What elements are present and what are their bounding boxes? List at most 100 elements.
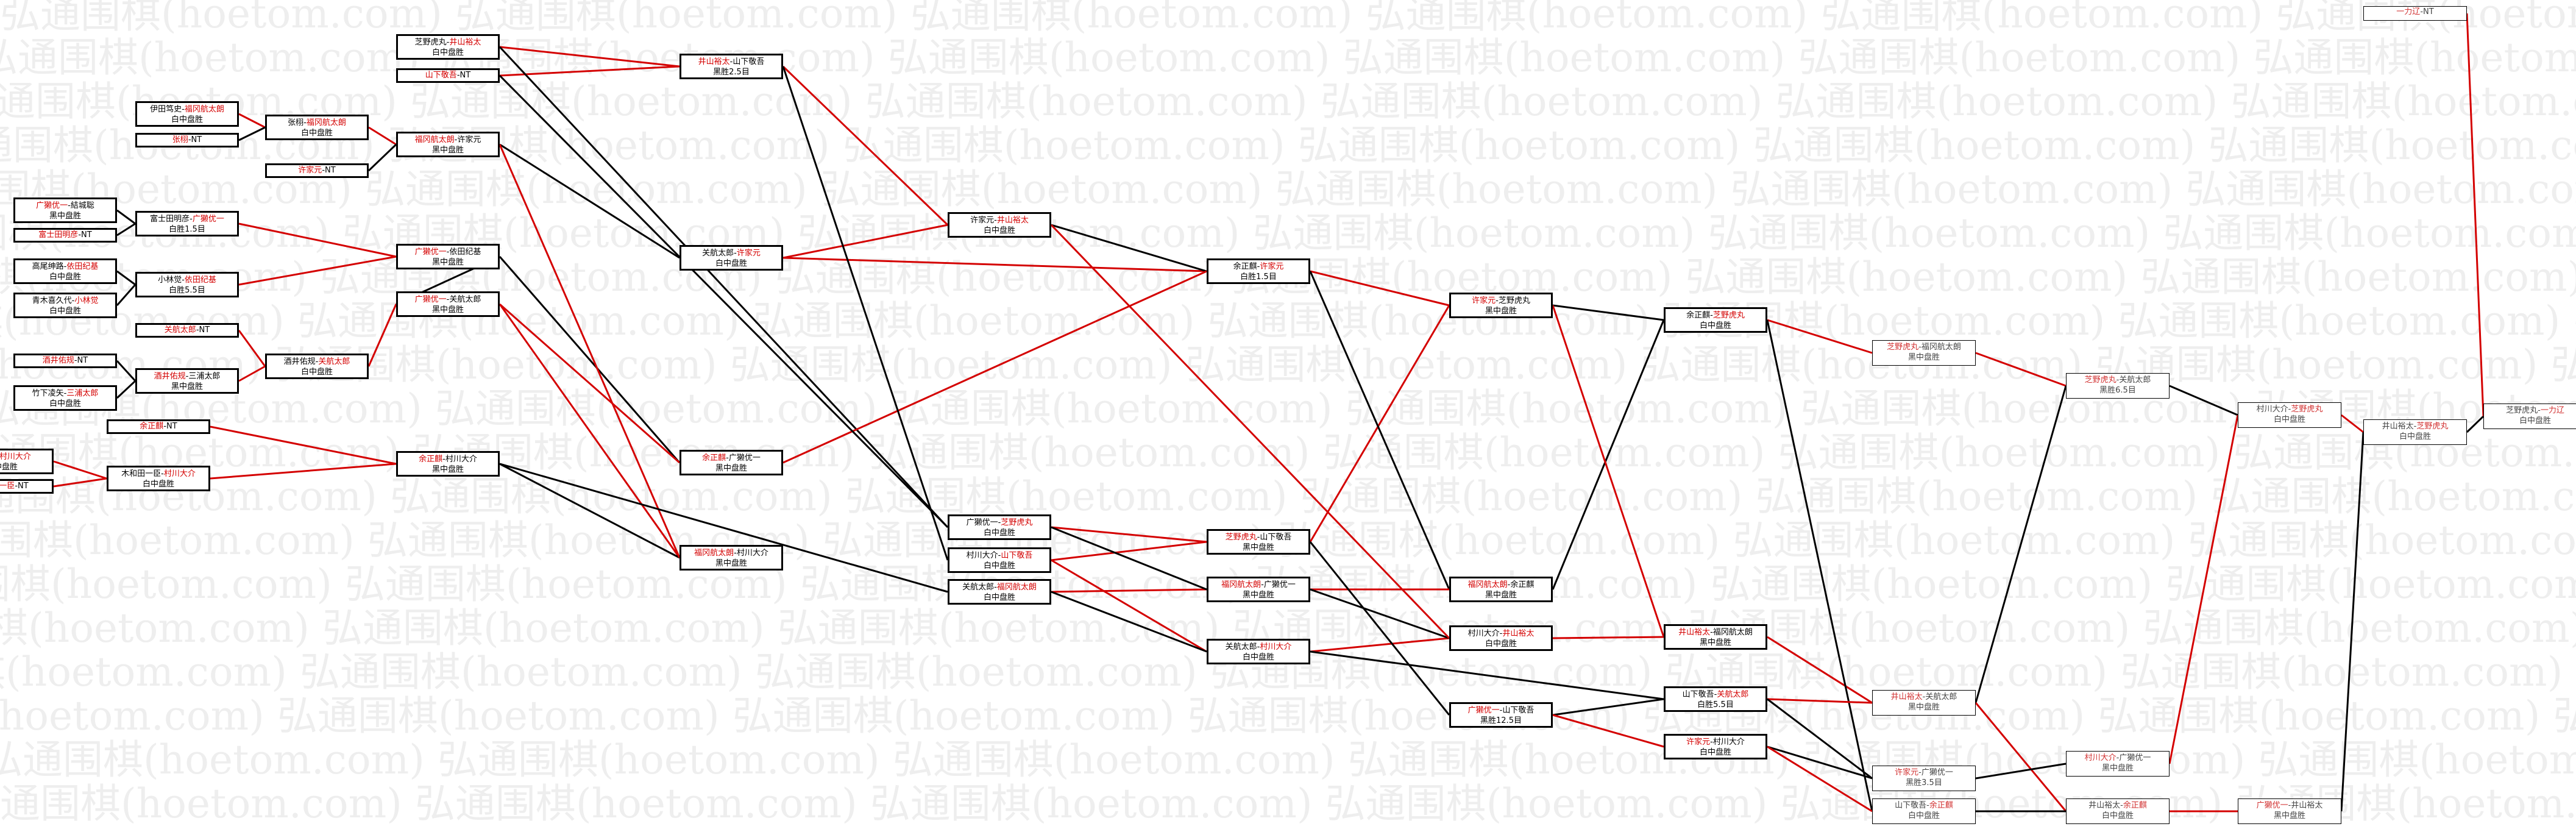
game-box-g32[interactable]: 村川大介-山下敬吾 白中盘胜 bbox=[948, 547, 1051, 573]
game-box-g22[interactable]: 广獭优一-依田纪基 黑中盘胜 bbox=[396, 244, 500, 269]
game-box-g29[interactable]: 福冈航太朗-村川大介 黑中盘胜 bbox=[679, 545, 783, 571]
game-players: 井山裕太-芝野虎丸 bbox=[2364, 421, 2466, 432]
game-box-g23[interactable]: 酒井佑规-关航太郎 白中盘胜 bbox=[265, 354, 369, 379]
game-box-g52[interactable]: 井山裕太-余正麒 白中盘胜 bbox=[2066, 798, 2170, 824]
player-white: 福冈航太朗 bbox=[1921, 343, 1961, 352]
game-result: 白中盘胜 bbox=[0, 463, 18, 472]
game-result: 白中盘胜 bbox=[2519, 416, 2551, 425]
game-box-g03[interactable]: 广獭优一-結城聡 黑中盘胜 bbox=[13, 197, 117, 223]
game-box-g49[interactable]: 山下敬吾-余正麒 白中盘胜 bbox=[1872, 798, 1976, 824]
game-box-g47[interactable]: 井山裕太-关航太郎 黑中盘胜 bbox=[1872, 690, 1976, 716]
game-box-g02[interactable]: 张栩-NT bbox=[135, 133, 239, 148]
player-white: 井山裕太 bbox=[1502, 629, 1535, 638]
game-result: 黑中盘胜 bbox=[715, 559, 747, 568]
player-separator: - bbox=[1257, 533, 1260, 542]
bracket-link bbox=[238, 330, 266, 367]
game-box-g36[interactable]: 福冈航太朗-广獭优一 黑中盘胜 bbox=[1207, 577, 1310, 602]
game-box-g42[interactable]: 余正麒-芝野虎丸 白中盘胜 bbox=[1664, 307, 1767, 333]
game-box-g01[interactable]: 伊田笃史-福冈航太朗 白中盘胜 bbox=[135, 101, 239, 127]
game-box-g51[interactable]: 村川大介-广獭优一 黑中盘胜 bbox=[2066, 751, 2170, 777]
game-box-g26[interactable]: 井山裕太-山下敬吾 黑胜2.5目 bbox=[679, 54, 783, 79]
game-players: 关航太郎-村川大介 bbox=[1208, 642, 1308, 652]
player-white: 一力辽 bbox=[2540, 406, 2564, 415]
game-players: 山下敬吾-NT bbox=[398, 70, 498, 81]
game-box-g24[interactable]: 广獭优一-关航太郎 黑中盘胜 bbox=[396, 291, 500, 317]
game-box-g33[interactable]: 关航太郎-福冈航太朗 白中盘胜 bbox=[948, 579, 1051, 605]
player-separator: - bbox=[63, 389, 67, 398]
player-white: 许家元 bbox=[736, 249, 761, 258]
game-box-g25[interactable]: 余正麒-村川大介 黑中盘胜 bbox=[396, 451, 500, 477]
player-separator: - bbox=[1922, 692, 1926, 702]
game-box-g21[interactable]: 福冈航太朗-许家元 黑中盘胜 bbox=[396, 132, 500, 157]
player-white: 关航太郎 bbox=[449, 295, 481, 304]
game-box-g14[interactable]: 许家元-NT bbox=[265, 163, 369, 178]
game-box-g11[interactable]: 芝野虎丸-井山裕太 白中盘胜 bbox=[396, 34, 500, 60]
game-box-g35[interactable]: 芝野虎丸-山下敬吾 黑中盘胜 bbox=[1207, 529, 1310, 555]
game-box-g39[interactable]: 福冈航太朗-余正麒 黑中盘胜 bbox=[1449, 577, 1553, 602]
game-result: 黑中盘胜 bbox=[431, 465, 464, 474]
player-black: 许家元 bbox=[298, 166, 322, 175]
result-separator: - bbox=[196, 325, 199, 335]
game-box-g48[interactable]: 许家元-广獭优一 黑胜3.5目 bbox=[1872, 766, 1976, 791]
game-box-g40[interactable]: 村川大介-井山裕太 白中盘胜 bbox=[1449, 625, 1553, 651]
game-box-g07[interactable]: 酒井佑规-NT bbox=[13, 354, 117, 368]
game-box-g54[interactable]: 广獭优一-井山裕太 黑中盘胜 bbox=[2238, 798, 2341, 824]
bracket-link bbox=[367, 304, 397, 367]
game-box-g20[interactable]: 木和田一臣-村川大介 白中盘胜 bbox=[107, 466, 210, 491]
game-players: 芝野虎丸-一力辽 bbox=[2484, 405, 2576, 416]
game-players: 木和田一臣-村川大介 bbox=[108, 469, 208, 479]
player-white: 关航太郎 bbox=[1717, 690, 1749, 699]
player-white: 福冈航太朗 bbox=[1712, 628, 1753, 637]
game-box-g17[interactable]: 关航太郎-NT bbox=[135, 323, 239, 338]
game-box-g13[interactable]: 张栩-福冈航太朗 白中盘胜 bbox=[265, 115, 369, 140]
player-separator: - bbox=[1918, 768, 1921, 777]
game-box-g43[interactable]: 井山裕太-福冈航太朗 黑中盘胜 bbox=[1664, 624, 1767, 650]
player-separator: - bbox=[1499, 629, 1503, 638]
game-result: 白中盘胜 bbox=[49, 307, 81, 316]
player-separator: - bbox=[1714, 690, 1717, 699]
game-box-g04[interactable]: 富士田明彦-NT bbox=[13, 228, 117, 243]
game-box-g27[interactable]: 关航太郎-许家元 白中盘胜 bbox=[679, 245, 783, 271]
game-box-g06[interactable]: 青木喜久代-小林觉 白中盘胜 bbox=[13, 293, 117, 318]
game-box-g57[interactable]: 一力辽-NT bbox=[2363, 6, 2467, 21]
game-box-g41[interactable]: 广獭优一-山下敬吾 黑胜12.5目 bbox=[1449, 702, 1553, 728]
game-box-g05[interactable]: 高尾绅路-依田纪基 白中盘胜 bbox=[13, 258, 117, 284]
game-box-g08[interactable]: 竹下凌矢-三浦太郎 白中盘胜 bbox=[13, 385, 117, 411]
game-box-g28[interactable]: 余正麒-广獭优一 黑中盘胜 bbox=[679, 450, 783, 475]
game-box-g45[interactable]: 许家元-村川大介 白中盘胜 bbox=[1664, 734, 1767, 759]
game-box-g38[interactable]: 许家元-芝野虎丸 黑中盘胜 bbox=[1449, 293, 1553, 318]
game-result: 黑中盘胜 bbox=[2101, 764, 2134, 773]
player-black: 广獭优一 bbox=[414, 247, 447, 257]
game-box-g19[interactable]: 余正麒-NT bbox=[107, 419, 210, 434]
player-separator: - bbox=[1918, 343, 1921, 352]
player-white: 山下敬吾 bbox=[733, 57, 765, 66]
player-white: 村川大介 bbox=[163, 469, 196, 478]
game-box-g53[interactable]: 村川大介-芝野虎丸 白中盘胜 bbox=[2238, 402, 2341, 428]
player-separator: - bbox=[734, 249, 737, 258]
bracket-link bbox=[499, 144, 681, 558]
game-box-g55[interactable]: 井山裕太-芝野虎丸 白中盘胜 bbox=[2363, 419, 2467, 445]
game-box-g12[interactable]: 山下敬吾-NT bbox=[396, 68, 500, 83]
game-players: 芝野虎丸-关航太郎 bbox=[2067, 375, 2169, 385]
game-box-g50[interactable]: 芝野虎丸-关航太郎 黑胜6.5目 bbox=[2066, 373, 2170, 399]
game-box-g18[interactable]: 酒井佑规-三浦太郎 黑中盘胜 bbox=[135, 368, 239, 394]
player-separator: - bbox=[2288, 801, 2291, 810]
game-box-g30[interactable]: 许家元-井山裕太 白中盘胜 bbox=[948, 212, 1051, 238]
bracket-link bbox=[1767, 636, 1873, 704]
game-box-g46[interactable]: 芝野虎丸-福冈航太朗 黑中盘胜 bbox=[1872, 340, 1976, 366]
game-box-g10[interactable]: 木和田一臣-NT bbox=[0, 479, 54, 494]
game-box-g31[interactable]: 广獭优一-芝野虎丸 白中盘胜 bbox=[948, 514, 1051, 540]
game-players: 许家元-广獭优一 bbox=[1873, 767, 1975, 778]
bracket-link bbox=[1552, 698, 1664, 716]
game-box-g44[interactable]: 山下敬吾-关航太郎 白胜5.5目 bbox=[1664, 686, 1767, 712]
game-box-g37[interactable]: 关航太郎-村川大介 白中盘胜 bbox=[1207, 639, 1310, 664]
game-box-g56[interactable]: 芝野虎丸-一力辽 白中盘胜 bbox=[2483, 404, 2576, 429]
game-box-g15[interactable]: 富士田明彦-广獭优一 白胜1.5目 bbox=[135, 211, 239, 236]
player-black: 井山裕太 bbox=[698, 57, 730, 66]
game-players: 张栩-福冈航太朗 bbox=[267, 118, 367, 128]
game-result: 黑中盘胜 bbox=[2273, 811, 2305, 820]
game-box-g16[interactable]: 小林觉-依田纪基 白胜5.5目 bbox=[135, 272, 239, 297]
game-players: 许家元-村川大介 bbox=[1666, 737, 1765, 747]
game-box-g34[interactable]: 余正麒-许家元 白胜1.5目 bbox=[1207, 258, 1310, 284]
